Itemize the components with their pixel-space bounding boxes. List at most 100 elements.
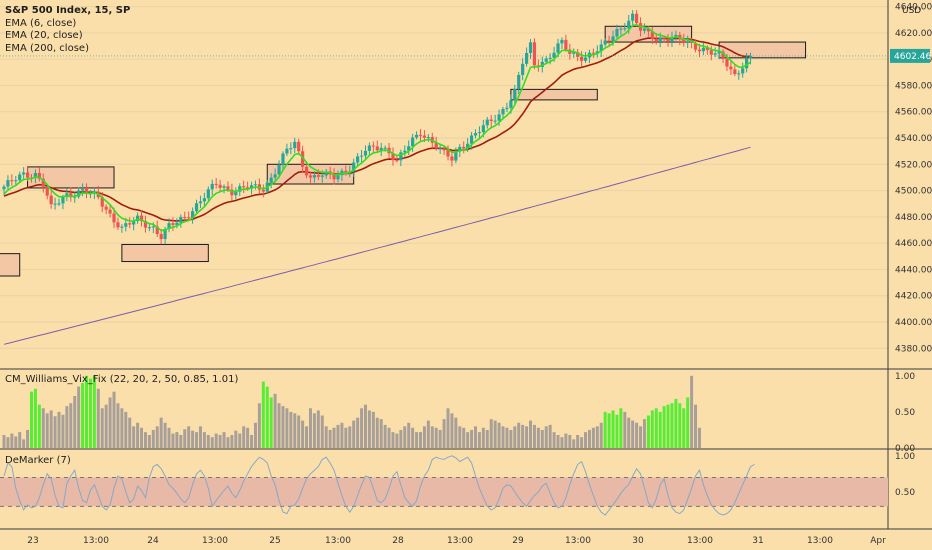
candle-body	[733, 69, 737, 75]
candle-body	[544, 58, 548, 62]
vix-bar	[332, 427, 336, 448]
vix-bar	[690, 375, 694, 448]
candle-body	[615, 29, 619, 37]
candle-body	[14, 180, 18, 182]
candle-body	[57, 203, 61, 205]
candle-body	[528, 42, 533, 54]
vix-bar	[183, 429, 187, 448]
candle-body	[73, 196, 77, 198]
vix-bar	[493, 420, 497, 448]
candle-body	[442, 148, 446, 151]
vix-bar	[371, 411, 375, 448]
candle-body	[159, 234, 163, 240]
vix-bar	[670, 403, 674, 448]
legend-ema20: EMA (20, close)	[5, 30, 83, 41]
price-tick-label: 4480.00	[895, 213, 932, 223]
candle-body	[135, 215, 140, 222]
time-tick-label: 24	[147, 536, 159, 546]
candle-body	[269, 177, 273, 183]
candle-body	[697, 49, 702, 52]
time-tick-label: Apr	[870, 536, 886, 546]
candle-body	[422, 135, 427, 138]
vix-bar	[10, 433, 14, 448]
vix-bar	[422, 426, 426, 448]
vix-bar	[415, 432, 419, 448]
vix-bar	[462, 427, 466, 448]
vix-bar	[513, 426, 517, 448]
candle-body	[6, 180, 10, 187]
candle-body	[595, 51, 599, 54]
candle-body	[179, 217, 183, 223]
vix-bar	[607, 413, 611, 448]
vix-tick-label: 0.00	[895, 444, 915, 454]
vix-bar	[587, 429, 591, 448]
candle-body	[112, 213, 116, 223]
vix-bar	[580, 437, 584, 448]
candle-body	[748, 55, 753, 59]
vix-bar	[69, 403, 73, 448]
vix-bar	[26, 429, 30, 448]
candle-body	[324, 171, 328, 176]
vix-tick-label: 1.00	[895, 372, 915, 382]
demarker-label: DeMarker (7)	[5, 455, 71, 466]
legend-ema6: EMA (6, close)	[5, 17, 77, 29]
vix-bar	[242, 426, 246, 448]
candle-body	[242, 186, 246, 188]
legend-ema200: EMA (200, close)	[5, 42, 89, 54]
candle-body	[100, 197, 104, 207]
vix-bar	[155, 426, 159, 448]
vix-bar	[501, 426, 505, 448]
vix-bar	[525, 426, 529, 448]
vix-bar	[301, 420, 305, 448]
vix-bar	[2, 435, 6, 448]
candle-body	[741, 68, 745, 74]
vix-bar	[658, 411, 662, 448]
candle-body	[356, 156, 360, 163]
vix-bar	[438, 429, 442, 448]
vix-bar	[277, 403, 281, 448]
vix-bar	[509, 429, 513, 448]
vix-bar	[163, 422, 167, 448]
candle-body	[454, 151, 458, 161]
candle-body	[167, 223, 171, 230]
candle-body	[120, 226, 124, 228]
vix-bar	[159, 417, 163, 448]
vix-bar	[104, 404, 108, 448]
candle-body	[403, 150, 407, 153]
vix-bar	[222, 432, 226, 448]
candle-body	[289, 148, 293, 150]
vix-bar	[552, 432, 556, 448]
candle-body	[572, 52, 576, 54]
vix-bar	[112, 391, 116, 448]
candle-body	[411, 137, 415, 147]
candle-body	[375, 146, 379, 151]
vix-bar	[297, 415, 301, 448]
price-tick-label: 4440.00	[895, 265, 932, 275]
vix-bar	[57, 411, 61, 448]
vix-bar	[564, 433, 568, 448]
candle-body	[690, 41, 694, 43]
vix-bar	[246, 427, 250, 448]
candle-body	[253, 184, 258, 186]
price-tick-label: 4420.00	[895, 292, 932, 302]
candle-body	[2, 186, 6, 190]
candle-body	[650, 31, 654, 39]
vix-bar	[226, 437, 230, 448]
vix-bar	[615, 414, 619, 448]
vix-bar	[591, 427, 595, 448]
vix-bar	[470, 429, 474, 448]
time-tick-label: 13:00	[325, 536, 351, 546]
candle-body	[80, 188, 85, 191]
vix-bar	[14, 436, 18, 448]
vix-bar	[635, 422, 639, 448]
candle-body	[607, 40, 611, 42]
vix-bar	[686, 397, 690, 448]
vix-bar	[151, 429, 155, 448]
vix-bar	[383, 424, 387, 448]
zone-box	[0, 253, 21, 277]
vix-bar	[395, 433, 399, 448]
vix-bar	[206, 435, 210, 448]
candle-body	[163, 229, 167, 240]
